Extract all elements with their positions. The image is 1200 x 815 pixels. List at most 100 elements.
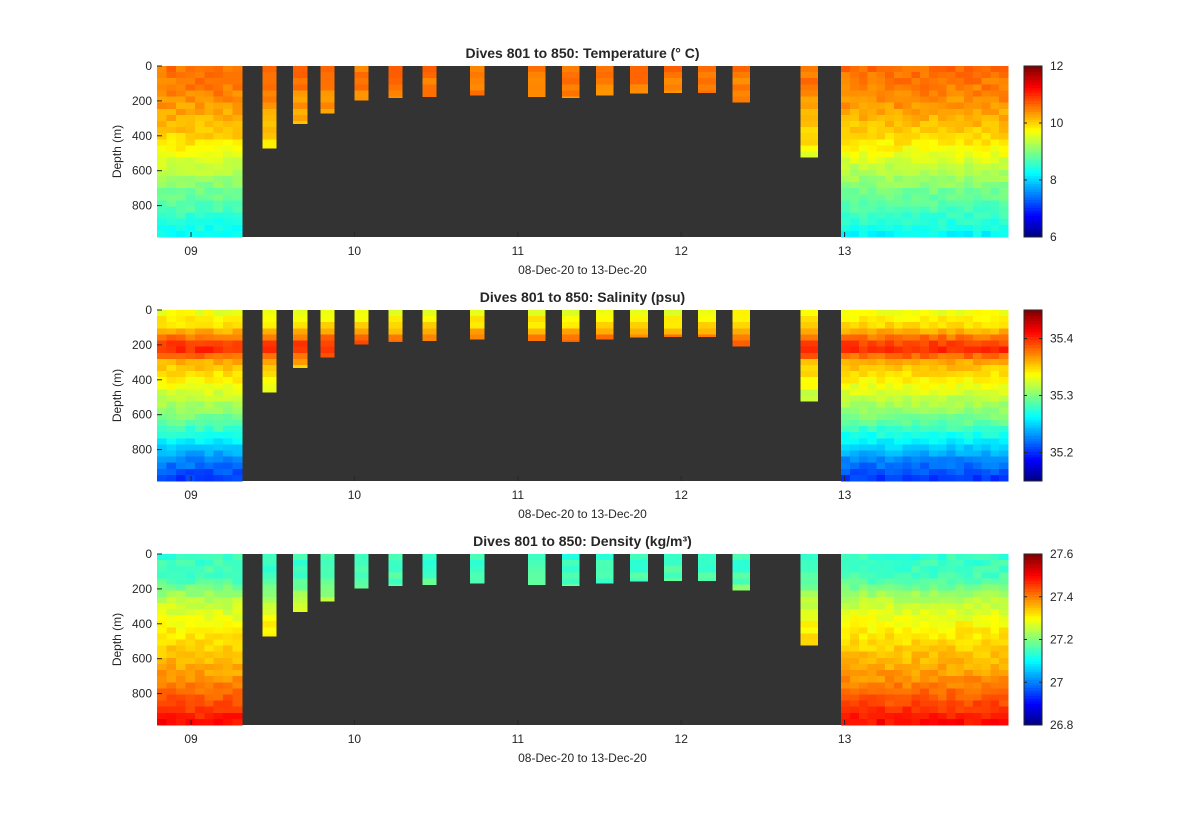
- data-cell: [204, 590, 215, 598]
- data-cell: [157, 163, 168, 171]
- data-cell: [232, 84, 243, 92]
- data-cell: [223, 364, 234, 372]
- data-cell: [885, 657, 895, 665]
- data-cell: [232, 694, 243, 702]
- data-cell: [867, 663, 877, 671]
- data-cell: [849, 621, 860, 628]
- colorbar-segment: [1024, 634, 1042, 638]
- data-cell: [876, 157, 886, 165]
- data-cell: [293, 114, 308, 122]
- data-cell: [157, 224, 168, 232]
- data-cell: [972, 218, 983, 226]
- data-cell: [800, 340, 818, 348]
- data-cell: [920, 657, 930, 665]
- data-cell: [262, 322, 277, 329]
- data-cell: [175, 712, 186, 720]
- data-cell: [185, 120, 196, 128]
- data-cell: [999, 188, 1009, 195]
- data-cell: [157, 127, 168, 134]
- data-cell: [920, 596, 930, 604]
- colorbar-segment: [1024, 178, 1042, 182]
- data-cell: [981, 401, 992, 409]
- data-cell: [232, 163, 243, 171]
- data-cell: [972, 310, 983, 317]
- data-cell: [990, 120, 1000, 128]
- data-cell: [185, 676, 196, 683]
- colorbar-segment: [1024, 358, 1042, 362]
- data-cell: [232, 316, 243, 323]
- data-cell: [858, 90, 869, 98]
- data-cell: [213, 212, 224, 220]
- colorbar-segment: [1024, 156, 1042, 161]
- data-cell: [964, 358, 974, 366]
- data-cell: [893, 657, 904, 665]
- data-cell: [902, 474, 913, 482]
- data-cell: [972, 645, 983, 653]
- data-cell: [902, 688, 913, 696]
- x-tick-label: 12: [675, 488, 689, 502]
- data-cell: [999, 200, 1009, 208]
- data-cell: [928, 663, 939, 671]
- data-cell: [885, 566, 895, 573]
- data-cell: [698, 554, 716, 561]
- colorbar-segment: [1024, 714, 1042, 718]
- data-cell: [920, 364, 930, 372]
- data-cell: [972, 639, 983, 647]
- data-cell: [902, 657, 913, 665]
- data-cell: [990, 700, 1000, 708]
- colorbar-segment: [1024, 395, 1042, 399]
- data-cell: [204, 224, 215, 232]
- data-cell: [157, 328, 168, 336]
- data-cell: [937, 663, 948, 671]
- data-cell: [166, 444, 177, 452]
- data-cell: [232, 364, 243, 372]
- data-cell: [955, 151, 965, 159]
- data-cell: [911, 389, 921, 397]
- data-cell: [867, 621, 877, 628]
- data-cell: [946, 108, 956, 116]
- colorbar-segment: [1024, 406, 1042, 410]
- data-cell: [964, 633, 974, 641]
- data-cell: [849, 413, 860, 421]
- data-cell: [157, 602, 168, 610]
- data-cell: [937, 670, 948, 677]
- colorbar-segment: [1024, 703, 1042, 707]
- data-cell: [293, 310, 308, 317]
- data-cell: [698, 334, 716, 337]
- data-cell: [800, 72, 818, 79]
- data-cell: [223, 145, 234, 153]
- data-cell: [911, 66, 921, 73]
- data-cell: [999, 706, 1009, 714]
- data-cell: [972, 163, 983, 171]
- data-cell: [893, 413, 904, 421]
- data-cell: [964, 602, 974, 610]
- data-cell: [320, 310, 335, 317]
- data-cell: [841, 206, 851, 214]
- data-cell: [937, 419, 948, 427]
- data-cell: [876, 230, 886, 238]
- data-cell: [885, 145, 895, 153]
- data-cell: [232, 218, 243, 226]
- data-cell: [990, 426, 1000, 433]
- data-cell: [166, 596, 177, 604]
- data-cell: [902, 133, 913, 140]
- data-cell: [194, 706, 205, 714]
- data-cell: [999, 358, 1009, 366]
- data-cell: [990, 114, 1000, 122]
- data-cell: [981, 206, 992, 214]
- data-cell: [955, 328, 965, 336]
- data-cell: [470, 322, 485, 329]
- data-cell: [876, 413, 886, 421]
- data-cell: [946, 66, 956, 73]
- data-cell: [911, 419, 921, 427]
- data-cell: [166, 96, 177, 104]
- data-cell: [422, 316, 437, 323]
- data-cell: [990, 468, 1000, 476]
- colorbar-segment: [1024, 71, 1042, 75]
- data-cell: [867, 90, 877, 98]
- data-cell: [732, 316, 750, 323]
- data-cell: [937, 633, 948, 641]
- data-cell: [175, 212, 186, 220]
- data-cell: [849, 670, 860, 677]
- data-cell: [990, 364, 1000, 372]
